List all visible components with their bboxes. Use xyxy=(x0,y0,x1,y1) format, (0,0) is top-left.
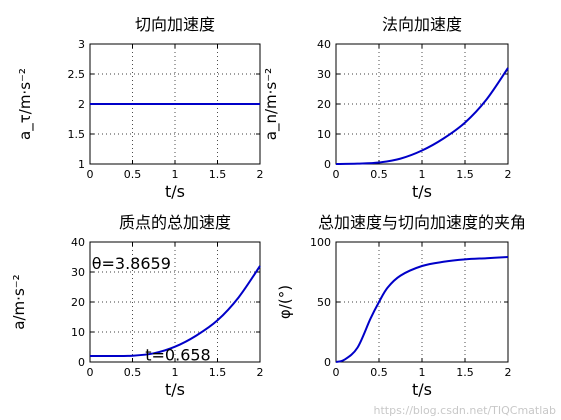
subplot-3: 0 0.5 1 1.5 2010203040质点的总加速度t/sa/m·s⁻²θ=3.8… xyxy=(10,213,264,399)
x-tick-label: 1 xyxy=(172,168,179,181)
x-axis-label: t/s xyxy=(165,380,185,399)
y-tick-label: 40 xyxy=(317,38,331,51)
y-tick-label: 50 xyxy=(317,296,331,309)
chart-title: 总加速度与切向加速度的夹角 xyxy=(318,213,526,232)
x-axis-label: t/s xyxy=(412,182,432,201)
y-tick-label: 20 xyxy=(71,296,85,309)
x-tick-label: 0 xyxy=(333,366,340,379)
x-tick-label: 0 xyxy=(87,168,94,181)
x-tick-label: 2 xyxy=(257,366,264,379)
y-tick-label: 2.5 xyxy=(68,68,86,81)
x-tick-label: 0.5 xyxy=(370,168,388,181)
x-axis-label: t/s xyxy=(165,182,185,201)
y-tick-label: 20 xyxy=(317,98,331,111)
y-tick-label: 30 xyxy=(317,68,331,81)
series-line xyxy=(335,256,509,363)
y-tick-label: 40 xyxy=(71,236,85,249)
y-axis-label: a_τ/m·s⁻² xyxy=(16,68,35,140)
x-axis-label: t/s xyxy=(412,380,432,399)
y-tick-label: 0 xyxy=(324,356,331,369)
y-tick-label: 1 xyxy=(78,158,85,171)
x-tick-label: 1 xyxy=(419,366,426,379)
chart-title: 切向加速度 xyxy=(135,15,215,34)
series-line xyxy=(89,265,261,358)
y-tick-label: 1.5 xyxy=(68,128,86,141)
x-tick-label: 1 xyxy=(419,168,426,181)
y-tick-label: 10 xyxy=(71,326,85,339)
chart-title: 法向加速度 xyxy=(382,15,462,34)
x-tick-label: 1.5 xyxy=(456,366,474,379)
series-line xyxy=(335,67,509,165)
x-tick-label: 2 xyxy=(505,366,512,379)
x-tick-label: 2 xyxy=(505,168,512,181)
subplot-4: 0 0.5 1 1.5 2 0 50 100 总加速度与切向加速度的夹角 t/s φ/(°) xyxy=(276,213,526,399)
x-tick-label: 0.5 xyxy=(124,168,142,181)
y-tick-label: 2 xyxy=(78,98,85,111)
chart-panels: 0 0.5 1 1.5 2 1 1.5 2 2.5 3 切向加速度 t/s a_τ/m·s⁻² 0 0.5 1… xyxy=(10,15,526,399)
watermark: https://blog.csdn.net/TIQCmatlab xyxy=(373,404,556,417)
annotation: t=0.658 xyxy=(145,346,210,365)
y-axis-label: a/m·s⁻² xyxy=(10,274,28,329)
x-tick-label: 0.5 xyxy=(124,366,142,379)
y-axis-label: a_n/m·s⁻² xyxy=(262,68,281,140)
x-tick-label: 1.5 xyxy=(209,168,227,181)
y-tick-label: 100 xyxy=(310,236,331,249)
x-tick-label: 1.5 xyxy=(209,366,227,379)
annotation: θ=3.8659 xyxy=(92,254,171,273)
x-tick-label: 0 xyxy=(333,168,340,181)
subplot-1: 0 0.5 1 1.5 2 1 1.5 2 2.5 3 切向加速度 t/s a_τ/m·s⁻² xyxy=(16,15,264,201)
x-tick-label: 0 xyxy=(87,366,94,379)
y-tick-label: 0 xyxy=(78,356,85,369)
chart-title: 质点的总加速度 xyxy=(119,213,231,232)
y-tick-label: 30 xyxy=(71,266,85,279)
x-tick-label: 1 xyxy=(172,366,179,379)
y-tick-label: 10 xyxy=(317,128,331,141)
y-tick-label: 3 xyxy=(78,38,85,51)
x-tick-label: 0.5 xyxy=(370,366,388,379)
x-tick-label: 2 xyxy=(257,168,264,181)
x-tick-label: 1.5 xyxy=(456,168,474,181)
y-tick-label: 0 xyxy=(324,158,331,171)
y-axis-label: φ/(°) xyxy=(276,285,294,319)
